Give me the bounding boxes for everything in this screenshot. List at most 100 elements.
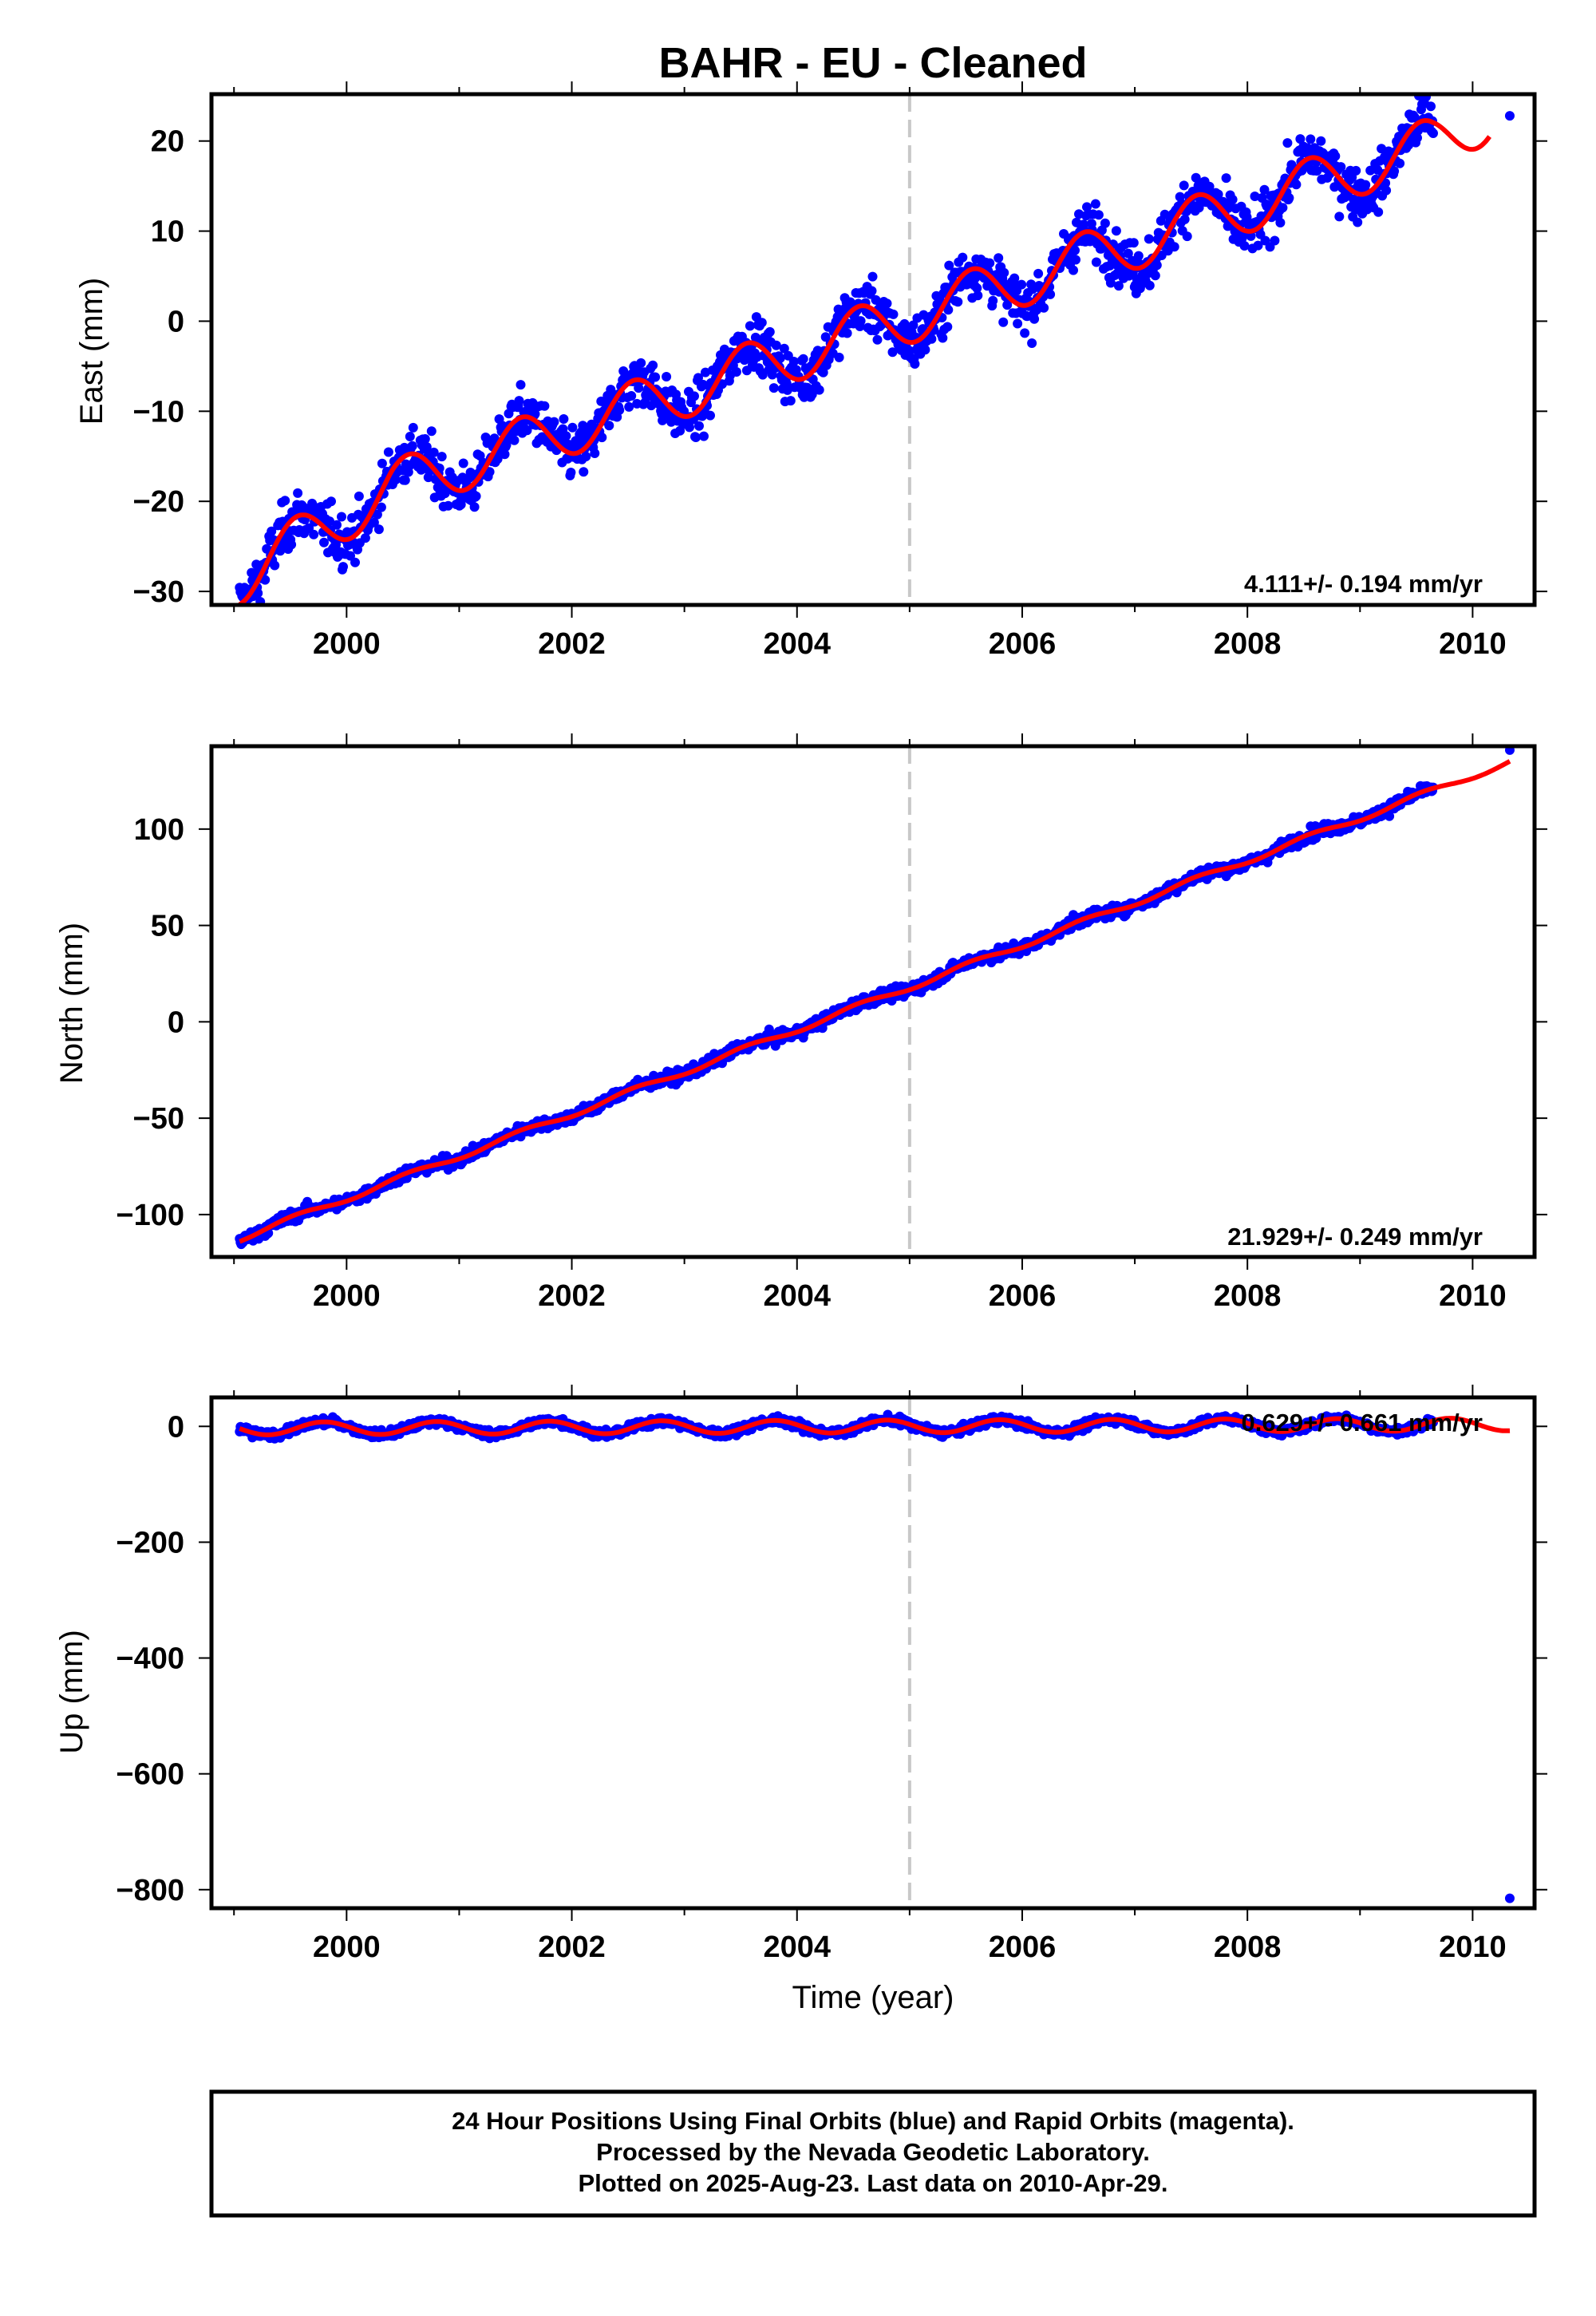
east-data-point <box>376 502 386 512</box>
east-data-point <box>764 326 775 337</box>
east-data-point <box>1426 101 1436 112</box>
east-data-point <box>779 343 789 354</box>
east-data-point <box>814 385 824 395</box>
east-data-point <box>1093 210 1104 220</box>
east-data-point <box>1071 255 1080 265</box>
east-x-tick-label: 2004 <box>763 627 831 661</box>
east-data-point <box>489 433 500 444</box>
footer-line-3: Plotted on 2025-Aug-23. Last data on 201… <box>578 2169 1167 2197</box>
east-data-point <box>757 370 768 380</box>
footer-line-2: Processed by the Nevada Geodetic Laborat… <box>596 2138 1150 2166</box>
east-data-point <box>1105 278 1116 288</box>
east-data-point <box>998 317 1009 327</box>
east-rate-label: 4.111+/- 0.194 mm/yr <box>1244 570 1483 598</box>
north-model-curve <box>239 759 1511 1244</box>
east-data-point <box>420 434 430 444</box>
east-data-point <box>243 617 252 626</box>
footer-line-1: 24 Hour Positions Using Final Orbits (bl… <box>452 2107 1294 2135</box>
east-data-point <box>471 491 481 501</box>
east-data-point <box>270 560 280 571</box>
east-data-point <box>407 441 417 451</box>
east-data-point <box>1123 248 1133 259</box>
east-data-point <box>1278 203 1288 213</box>
east-data-point <box>1381 185 1392 196</box>
east-data-point <box>484 467 495 477</box>
up-rate-label: 0.629+/- 0.661 mm/yr <box>1242 1409 1483 1437</box>
east-data-point <box>1144 280 1155 290</box>
east-model-curve <box>238 117 1491 605</box>
east-data-point <box>1395 158 1405 168</box>
east-data-point <box>383 447 393 457</box>
east-data-point <box>267 526 277 536</box>
up-y-tick-label: −200 <box>116 1526 184 1559</box>
east-data-point <box>1069 265 1078 275</box>
east-data-point <box>350 557 360 567</box>
east-data-point <box>360 533 370 543</box>
east-data-point <box>788 357 799 366</box>
east-data-point <box>319 537 329 547</box>
east-data-point <box>1253 240 1263 251</box>
east-data-point <box>771 340 781 350</box>
footer-frame <box>209 2089 1537 2218</box>
east-data-point <box>561 431 571 441</box>
east-data-point <box>1284 193 1294 203</box>
east-data-point <box>1133 251 1144 261</box>
east-data-point <box>354 491 364 501</box>
east-data-point <box>1351 165 1361 176</box>
east-data-point <box>326 496 336 507</box>
east-data-point <box>1191 172 1201 183</box>
east-x-tick-label: 2010 <box>1439 627 1507 661</box>
north-x-tick-label: 2000 <box>313 1279 381 1313</box>
east-data-point <box>689 391 699 401</box>
east-data-point <box>549 417 559 427</box>
east-data-point <box>1009 273 1020 283</box>
east-data-point <box>1179 180 1189 191</box>
east-data-point <box>1295 134 1306 144</box>
north-axes-frame <box>209 744 1537 1259</box>
east-data-point <box>867 271 878 282</box>
east-data-point <box>1221 173 1231 184</box>
east-data-point <box>973 290 983 301</box>
east-data-point <box>699 431 709 441</box>
east-data-point <box>920 345 930 355</box>
east-data-point <box>1316 136 1326 146</box>
east-data-point <box>332 520 342 530</box>
east-data-point <box>408 422 418 433</box>
east-data-point <box>757 318 767 328</box>
east-data-point <box>293 488 303 498</box>
east-data-point <box>1020 328 1030 338</box>
east-data-point <box>1039 302 1049 313</box>
east-data-point <box>516 380 526 390</box>
east-data-point <box>1373 207 1384 217</box>
up-model-curve <box>239 1416 1511 1437</box>
east-data-point <box>559 414 569 424</box>
east-x-tick-label: 2000 <box>313 627 381 661</box>
east-data-point <box>1027 338 1037 348</box>
north-y-tick-label: 50 <box>151 910 184 943</box>
east-data-point <box>1361 180 1371 190</box>
east-data-point <box>1179 214 1190 224</box>
east-data-point <box>1144 234 1154 244</box>
east-data-point <box>650 372 661 382</box>
east-data-point <box>1100 218 1110 228</box>
east-data-point <box>522 425 532 436</box>
east-data-point <box>1113 281 1124 291</box>
north-x-tick-label: 2008 <box>1214 1279 1282 1313</box>
east-ylabel: East (mm) <box>74 278 109 425</box>
east-data-point <box>855 316 866 326</box>
east-data-point <box>443 500 453 511</box>
up-y-tick-label: −400 <box>116 1642 184 1676</box>
east-outlier-point <box>1504 111 1515 121</box>
east-data-point <box>567 422 578 433</box>
east-data-point <box>988 295 998 306</box>
east-data-point <box>842 328 852 338</box>
east-data-point <box>509 435 519 445</box>
east-data-point <box>717 379 727 389</box>
east-data-point <box>662 372 672 381</box>
east-data-point <box>260 575 271 585</box>
east-data-point <box>1330 151 1341 161</box>
east-data-point <box>514 396 524 406</box>
